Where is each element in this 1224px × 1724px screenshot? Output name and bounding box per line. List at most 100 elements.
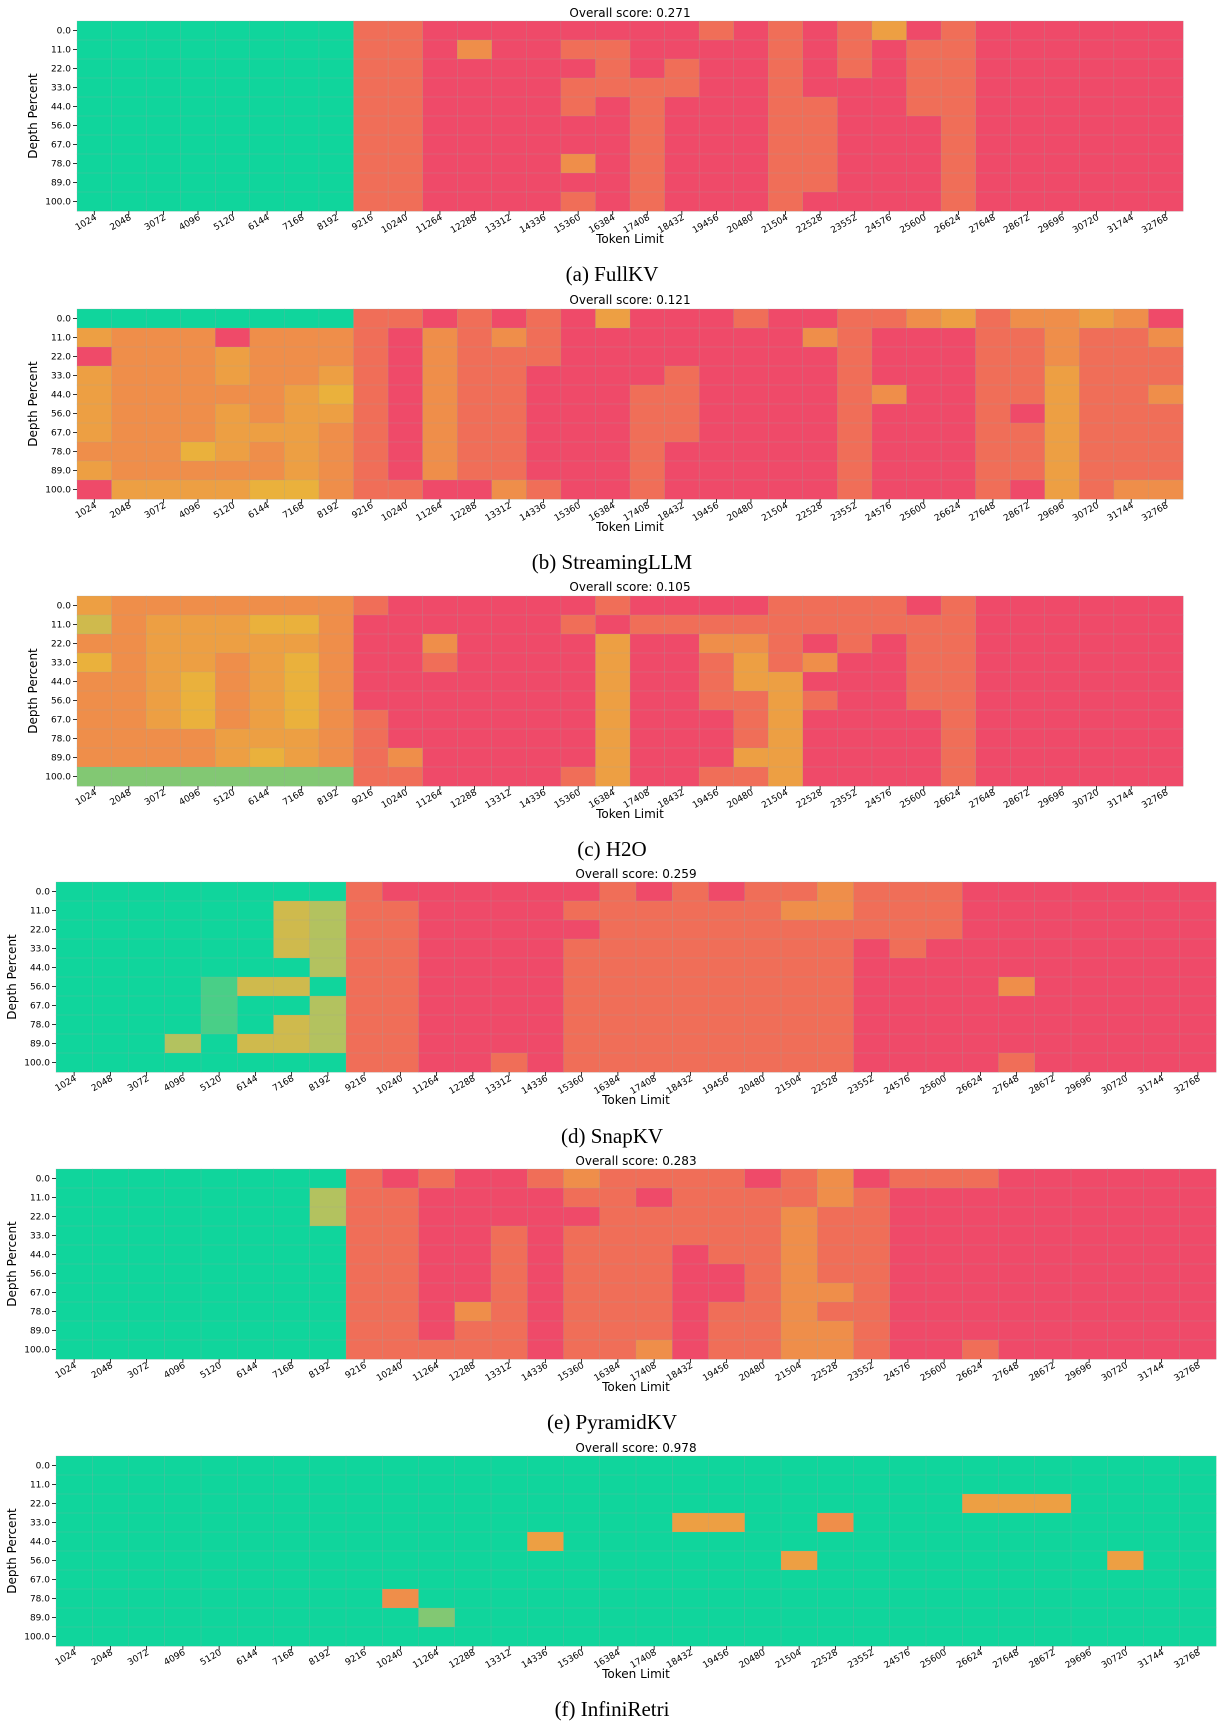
heatmap-cell <box>353 671 389 692</box>
heatmap-cell <box>560 365 596 386</box>
heatmap-cell <box>273 1455 311 1476</box>
heatmap-cell <box>1044 403 1080 424</box>
heatmap-cell <box>733 384 769 405</box>
heatmap-cell <box>92 1569 129 1590</box>
heatmap-cell <box>1148 652 1184 673</box>
heatmap-cell <box>1148 115 1184 136</box>
x-tick-label: 31744 <box>1106 213 1136 236</box>
heatmap-cell <box>698 172 735 193</box>
heatmap-cell <box>906 766 942 787</box>
heatmap-cell <box>599 976 637 997</box>
heatmap-cell <box>237 1512 274 1533</box>
y-tick-label: 67.0 <box>51 716 71 726</box>
heatmap-cell <box>273 1493 311 1514</box>
heatmap-cell <box>1070 1244 1108 1265</box>
heatmap-cell <box>164 1474 202 1495</box>
x-tick-label: 1024 <box>74 213 99 233</box>
heatmap-cell <box>92 1588 129 1609</box>
heatmap-cell <box>802 595 838 616</box>
x-axis-label: Token Limit <box>601 1093 670 1107</box>
x-tick-label: 27648 <box>968 501 998 524</box>
heatmap-cell <box>940 134 977 155</box>
x-tick-label: 8192 <box>308 1361 333 1381</box>
heatmap-cell <box>925 919 963 940</box>
heatmap-cell <box>1107 1493 1144 1514</box>
heatmap-cell <box>382 900 419 921</box>
heatmap-cell <box>273 881 311 902</box>
heatmap-cell <box>164 957 202 978</box>
heatmap-cell <box>925 957 963 978</box>
heatmap-cell <box>664 633 700 654</box>
x-axis-label: Token Limit <box>595 807 664 821</box>
heatmap-cell <box>708 1263 746 1284</box>
heatmap-cell <box>422 690 458 711</box>
heatmap-cell <box>345 1244 383 1265</box>
heatmap-cell <box>76 365 113 386</box>
heatmap-cell <box>92 1607 129 1628</box>
heatmap-cell <box>560 614 596 635</box>
heatmap-cell <box>309 1282 347 1303</box>
heatmap-cell <box>237 1455 274 1476</box>
heatmap-cell <box>817 976 854 997</box>
x-tick-label: 30720 <box>1071 788 1101 811</box>
heatmap-cell <box>490 1607 528 1628</box>
heatmap-cell <box>940 709 977 730</box>
heatmap-cell <box>387 346 424 367</box>
heatmap-cell <box>1179 938 1217 959</box>
heatmap-cell <box>906 747 942 768</box>
heatmap-cell <box>708 957 746 978</box>
heatmap-cell <box>940 479 977 500</box>
heatmap-cell <box>940 39 977 60</box>
heatmap-cell <box>595 115 631 136</box>
heatmap-cell <box>768 191 804 212</box>
heatmap-cell <box>454 1052 492 1073</box>
heatmap-cell <box>456 153 493 174</box>
heatmap-cell <box>871 346 908 367</box>
heatmap-cell <box>309 1033 347 1054</box>
x-tick-label: 3072 <box>126 1361 151 1381</box>
heatmap-cell <box>491 595 527 616</box>
heatmap-cell <box>837 595 873 616</box>
heatmap-cell <box>237 1033 274 1054</box>
heatmap-cell <box>273 1339 311 1360</box>
heatmap-cell <box>595 614 631 635</box>
heatmap-cell <box>940 422 977 443</box>
heatmap-cell <box>418 938 456 959</box>
heatmap-cell <box>490 1206 528 1227</box>
heatmap-cell <box>708 1282 746 1303</box>
heatmap-cell <box>422 191 458 212</box>
heatmap-cell <box>1107 1531 1144 1552</box>
heatmap-cell <box>1113 308 1149 329</box>
heatmap-cell <box>708 1493 746 1514</box>
heatmap-cell <box>128 1455 166 1476</box>
heatmap-cell <box>92 1282 129 1303</box>
heatmap-cell <box>889 938 927 959</box>
heatmap-cell <box>802 384 838 405</box>
x-tick-label: 29696 <box>1064 1074 1094 1097</box>
heatmap-cell <box>491 766 527 787</box>
heatmap-cell <box>664 346 700 367</box>
heatmap-cell <box>629 614 666 635</box>
heatmap-cell <box>629 441 666 462</box>
heatmap-cell <box>599 1263 637 1284</box>
heatmap-cell <box>744 919 782 940</box>
x-tick-label: 25600 <box>898 213 928 236</box>
heatmap-cell <box>925 1263 963 1284</box>
heatmap-cell <box>599 1588 637 1609</box>
heatmap-cell <box>889 1474 927 1495</box>
heatmap-cell <box>768 20 804 41</box>
heatmap-cell <box>1070 1626 1108 1647</box>
x-tick-label: 7168 <box>281 788 306 808</box>
heatmap-cell <box>145 671 182 692</box>
heatmap-cell <box>92 1206 129 1227</box>
heatmap-cell <box>353 365 389 386</box>
heatmap-cell <box>215 766 251 787</box>
x-tick-label: 27648 <box>991 1361 1021 1384</box>
heatmap-cell <box>145 20 182 41</box>
heatmap-cell <box>871 441 908 462</box>
heatmap-cell <box>906 153 942 174</box>
heatmap-cell <box>418 919 456 940</box>
x-tick-label: 2048 <box>90 1074 115 1094</box>
heatmap-cell <box>353 747 389 768</box>
heatmap-cell <box>200 1607 238 1628</box>
